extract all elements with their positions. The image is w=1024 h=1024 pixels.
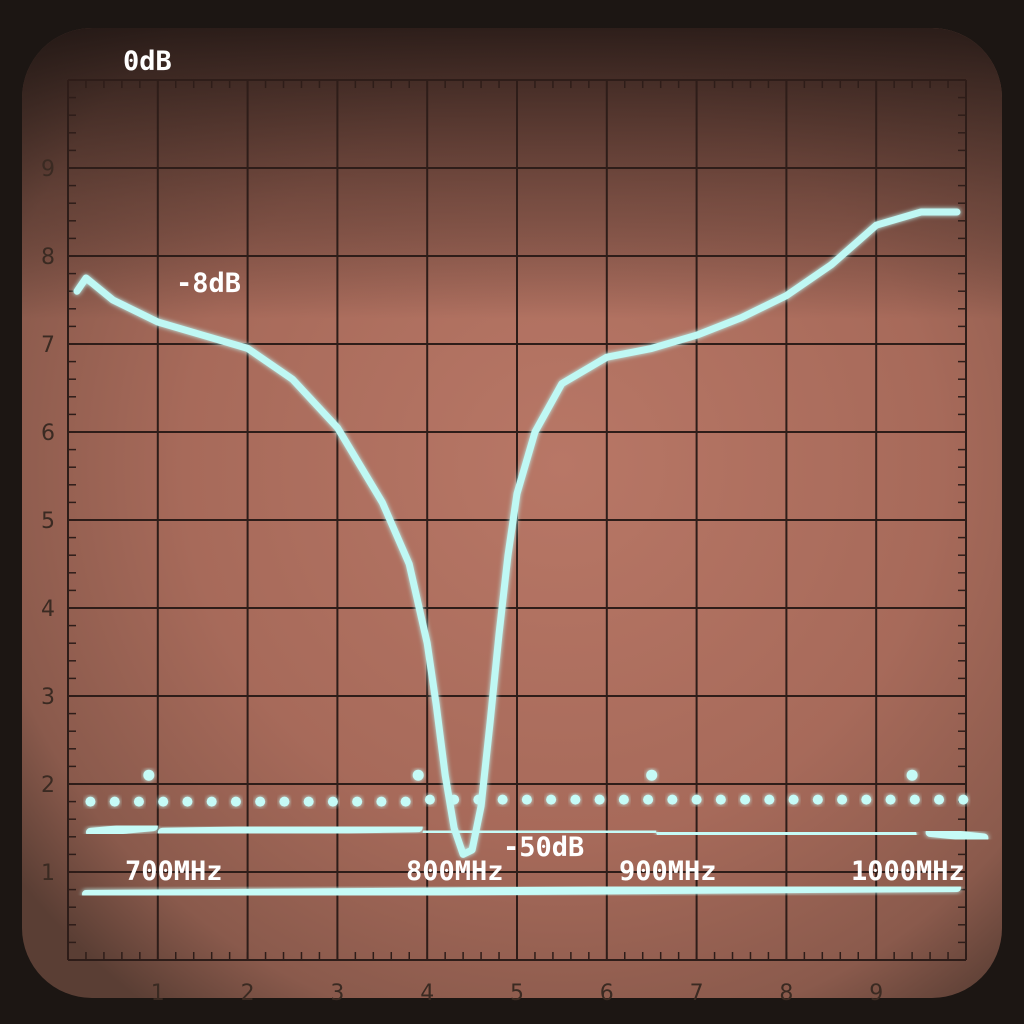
label-700mhz: 700MHz [125, 856, 223, 887]
marker-dot [400, 796, 411, 807]
marker-dot [594, 794, 605, 805]
label-0db: 0dB [123, 46, 172, 77]
x-tick-label: 9 [869, 981, 883, 1006]
marker-dot [521, 794, 532, 805]
x-tick-label: 3 [330, 981, 344, 1006]
marker-dot [788, 794, 799, 805]
marker-dot [109, 796, 120, 807]
frequency-marker-dot [646, 769, 658, 781]
x-tick-label: 7 [690, 981, 704, 1006]
x-tick-label: 2 [241, 981, 255, 1006]
marker-dot [497, 794, 508, 805]
reference-traces [81, 769, 989, 898]
marker-segment-trace [157, 823, 423, 837]
y-tick-label: 1 [41, 861, 55, 886]
marker-segment-trace [85, 822, 158, 837]
marker-dot [570, 794, 581, 805]
marker-segment-trace [925, 827, 989, 843]
x-tick-label: 6 [600, 981, 614, 1006]
frequency-marker-dot [906, 769, 918, 781]
marker-dot [958, 794, 969, 805]
marker-dot [546, 794, 557, 805]
baseline-trace [81, 884, 962, 898]
marker-dot [740, 794, 751, 805]
response-trace [73, 208, 961, 858]
marker-segment-trace [656, 827, 917, 839]
label-1000mhz: 1000MHz [851, 856, 965, 887]
label-900mhz: 900MHz [619, 856, 717, 887]
marker-dot [230, 796, 241, 807]
y-tick-label: 8 [41, 245, 55, 270]
marker-dot [133, 796, 144, 807]
y-tick-label: 7 [41, 333, 55, 358]
marker-dot [812, 794, 823, 805]
y-tick-label: 9 [41, 157, 55, 182]
marker-dot [158, 796, 169, 807]
label-minus8db: -8dB [176, 268, 241, 299]
marker-dot [85, 796, 96, 807]
marker-segment-trace [422, 826, 657, 837]
y-tick-label: 4 [41, 597, 55, 622]
marker-dot [352, 796, 363, 807]
x-tick-label: 1 [151, 981, 165, 1006]
x-tick-label: 4 [420, 981, 434, 1006]
y-tick-label: 5 [41, 509, 55, 534]
frequency-marker-dot [412, 769, 424, 781]
marker-dot [764, 794, 775, 805]
marker-dot [182, 796, 193, 807]
marker-dot [885, 794, 896, 805]
x-tick-label: 5 [510, 981, 524, 1006]
marker-dot [667, 794, 678, 805]
y-tick-label: 3 [41, 685, 55, 710]
marker-dot [643, 794, 654, 805]
label-minus50db: -50dB [503, 832, 584, 863]
marker-dot [327, 796, 338, 807]
marker-dot [255, 796, 266, 807]
marker-dot [618, 794, 629, 805]
marker-dot [715, 794, 726, 805]
label-800mhz: 800MHz [406, 856, 504, 887]
marker-dot [424, 794, 435, 805]
frequency-marker-dot [143, 769, 155, 781]
y-tick-label: 2 [41, 773, 55, 798]
x-tick-label: 8 [779, 981, 793, 1006]
y-tick-label: 6 [41, 421, 55, 446]
marker-dot [934, 794, 945, 805]
marker-dot [303, 796, 314, 807]
marker-dot [837, 794, 848, 805]
marker-dot [909, 794, 920, 805]
axis-tick-labels: 1 2 3 4 5 6 7 8 9 1 2 3 4 5 6 7 8 9 [41, 157, 883, 1006]
marker-dot [691, 794, 702, 805]
marker-dot [206, 796, 217, 807]
marker-dot [279, 796, 290, 807]
marker-dot [861, 794, 872, 805]
marker-dot [376, 796, 387, 807]
